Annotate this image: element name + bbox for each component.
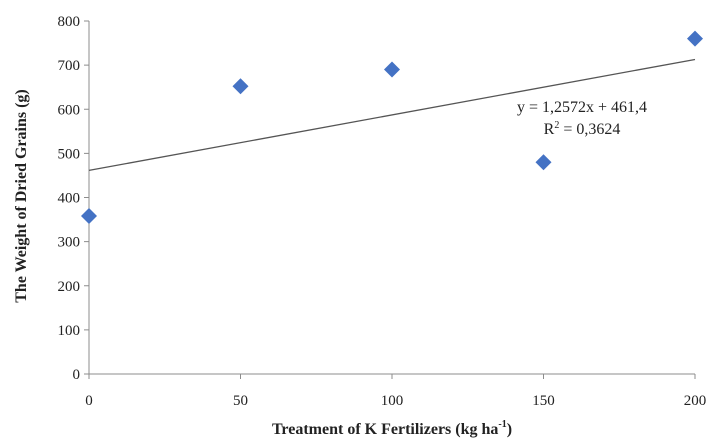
x-axis-title-tail: ) — [507, 421, 512, 438]
x-tick-label: 200 — [684, 393, 707, 409]
data-point-marker — [384, 61, 400, 78]
x-tick-label: 150 — [532, 393, 555, 409]
r-squared-superscript: 2 — [554, 120, 559, 131]
r-squared-value: = 0,3624 — [559, 121, 620, 138]
x-tick-label: 100 — [381, 393, 404, 409]
y-tick-label: 200 — [58, 279, 81, 295]
y-tick-label: 800 — [58, 14, 81, 30]
trendline-equation: y = 1,2572x + 461,4 — [517, 99, 647, 116]
y-axis-title: The Weight of Dried Grains (g) — [13, 89, 30, 302]
y-tick-label: 100 — [58, 323, 81, 339]
x-axis-title: Treatment of K Fertilizers (kg ha-1) — [272, 419, 512, 438]
data-points — [81, 30, 703, 225]
y-tick-label: 400 — [58, 191, 81, 207]
x-tick-group: 0 50 100 150 200 — [85, 374, 706, 409]
y-tick-label: 700 — [58, 58, 81, 74]
y-tick-label: 300 — [58, 235, 81, 251]
data-point-marker — [232, 78, 249, 95]
y-tick-label: 500 — [58, 146, 81, 162]
y-tick-label: 0 — [73, 367, 81, 383]
data-point-marker — [81, 208, 97, 225]
r-squared-prefix: R — [544, 121, 555, 138]
y-tick-label: 600 — [58, 102, 81, 118]
x-axis-title-main: Treatment of K Fertilizers (kg ha — [272, 421, 498, 438]
data-point-marker — [535, 154, 552, 171]
x-axis-title-superscript: -1 — [498, 419, 506, 430]
data-point-marker — [687, 30, 703, 47]
x-tick-label: 50 — [233, 393, 248, 409]
r-squared-label: R2 = 0,3624 — [544, 120, 621, 138]
y-tick-group: 0 100 200 300 400 500 600 700 800 — [58, 14, 89, 383]
x-tick-label: 0 — [85, 393, 93, 409]
trendline — [88, 58, 696, 172]
